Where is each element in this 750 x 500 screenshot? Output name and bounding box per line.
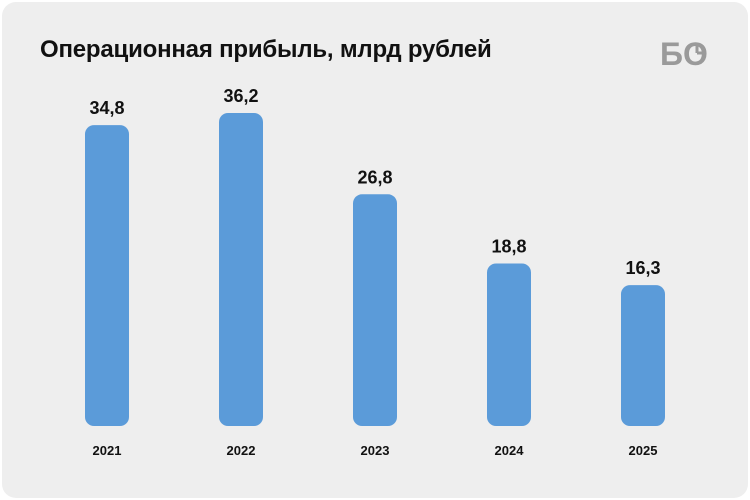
x-tick-label-2022: 2022	[227, 443, 256, 458]
chart-title: Операционная прибыль, млрд рублей	[40, 36, 492, 63]
value-label-2023: 26,8	[357, 167, 392, 187]
x-tick-label-2025: 2025	[629, 443, 658, 458]
value-label-2022: 36,2	[223, 86, 258, 106]
bo-logo-icon: БО	[660, 36, 708, 70]
bar-2025	[621, 285, 665, 426]
value-label-2025: 16,3	[625, 258, 660, 278]
bar-2021	[85, 125, 129, 426]
value-label-2024: 18,8	[491, 236, 526, 256]
x-tick-label-2023: 2023	[361, 443, 390, 458]
bar-2024	[487, 263, 531, 426]
x-tick-label-2024: 2024	[495, 443, 525, 458]
bar-2023	[353, 194, 397, 426]
bar-2022	[219, 113, 263, 426]
value-label-2021: 34,8	[89, 98, 124, 118]
x-tick-label-2021: 2021	[93, 443, 122, 458]
